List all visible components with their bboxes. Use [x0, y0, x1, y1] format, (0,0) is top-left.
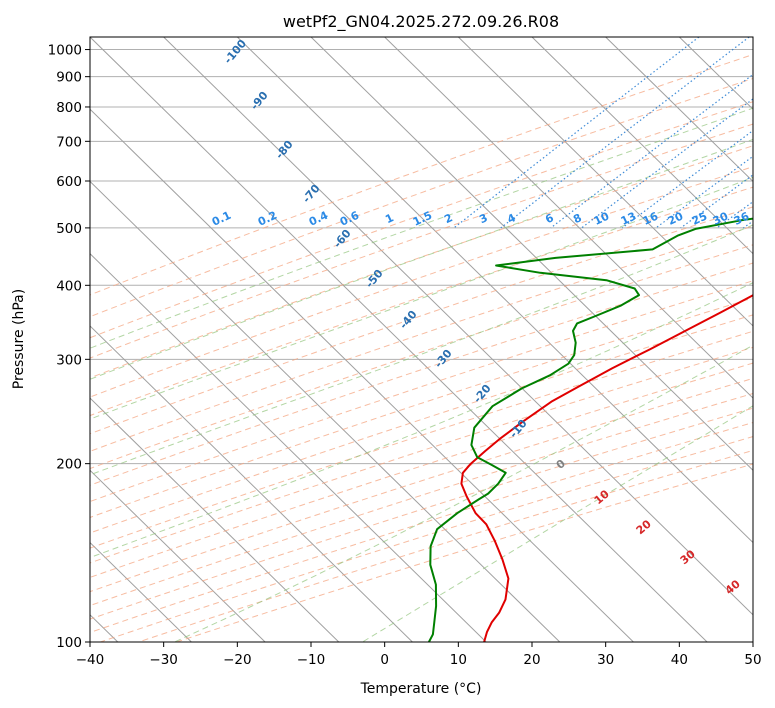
plot-area: -100-90-80-70-60-50-40-30-20-100.1 0.2 0.4… — [90, 37, 753, 642]
isotherm-line — [236, 37, 753, 544]
x-axis-ticks: −40 −30 −20 −10 0 10 20 30 40 50 — [76, 642, 762, 668]
isotherm-line — [90, 180, 561, 642]
dry-adiabat-line — [90, 244, 753, 470]
mixing-ratio-label: 20 — [666, 209, 686, 227]
moist-adiabat-line — [90, 138, 753, 380]
skewed-isotherms — [90, 37, 753, 642]
mixing-ratio-label: 10 — [592, 209, 612, 227]
profile-series — [428, 217, 753, 642]
isotherm-line — [90, 252, 487, 642]
x-tick-label: 20 — [523, 652, 540, 668]
isotherm-line — [531, 37, 753, 255]
y-tick-label: 500 — [56, 221, 82, 237]
isotherm-line — [605, 37, 753, 183]
y-tick-label: 700 — [56, 134, 82, 150]
mixing-ratio-line — [621, 129, 753, 229]
isotherm-line — [90, 397, 340, 642]
y-tick-label: 100 — [56, 635, 82, 651]
y-tick-label: 900 — [56, 70, 82, 86]
y-tick-label: 600 — [56, 174, 82, 190]
y-axis-label: Pressure (hPa) — [11, 289, 27, 389]
dry-adiabat-line — [90, 186, 753, 417]
isotherm-line — [384, 37, 753, 399]
moist-adiabat-line — [90, 107, 753, 349]
x-tick-label: 10 — [450, 652, 467, 668]
moist-adiabat-line — [90, 176, 753, 420]
dry-adiabat-line — [90, 330, 753, 549]
mixing-ratio-line — [550, 73, 753, 229]
isotherm-line — [90, 469, 266, 642]
dry-adiabat-line — [90, 77, 753, 318]
y-tick-label: 200 — [56, 457, 82, 473]
x-tick-label: −40 — [76, 652, 105, 668]
dry-adiabat-line — [90, 225, 753, 452]
dry-adiabat-line — [90, 377, 753, 593]
x-tick-label: 40 — [671, 652, 688, 668]
mixing-ratio-lines — [453, 37, 753, 229]
plot-frame — [89, 36, 754, 643]
moist-adiabat-line — [174, 344, 753, 642]
dry-adiabats — [90, 54, 753, 642]
y-tick-label: 1000 — [48, 43, 82, 59]
mixing-ratio-label: 25 — [690, 210, 709, 228]
x-tick-label: −30 — [149, 652, 178, 668]
dry-adiabat-line — [90, 297, 753, 518]
dry-adiabat-line — [90, 362, 753, 578]
temperature-profile-line — [460, 294, 753, 642]
x-tick-label: −20 — [223, 652, 252, 668]
mixing-ratio-label: 16 — [641, 209, 661, 227]
y-axis-ticks: 100 200 300 400 500 600 700 800 900 1000 — [48, 43, 90, 651]
isotherm-line — [90, 108, 634, 642]
x-axis-label: Temperature (°C) — [360, 681, 482, 697]
mixing-ratio-line — [453, 37, 700, 229]
mixing-ratio-line — [500, 37, 750, 229]
y-tick-label: 800 — [56, 100, 82, 116]
pressure-gridlines — [90, 49, 753, 642]
dewpoint-profile-line — [428, 217, 753, 642]
isotherm-line — [90, 325, 413, 642]
y-tick-label: 400 — [56, 278, 82, 294]
mixing-ratio-label: 36 — [732, 209, 752, 227]
mixing-ratio-label: 30 — [711, 209, 731, 227]
mixing-ratio-label: 13 — [619, 210, 638, 228]
x-tick-label: 50 — [744, 652, 761, 668]
x-tick-label: 0 — [380, 652, 389, 668]
x-tick-label: 30 — [597, 652, 614, 668]
isotherm-line — [90, 37, 708, 642]
dry-adiabat-line — [90, 123, 753, 359]
isotherm-line — [457, 37, 753, 327]
chart-title: wetPf2_GN04.2025.272.09.26.R08 — [283, 12, 559, 32]
y-tick-label: 300 — [56, 352, 82, 368]
dry-adiabat-line — [90, 280, 753, 503]
isotherm-line — [163, 37, 753, 616]
dry-adiabat-line — [90, 54, 753, 296]
moist-adiabats — [90, 107, 753, 642]
dry-adiabat-line — [90, 101, 753, 339]
x-tick-label: −10 — [297, 652, 326, 668]
moist-adiabat-line — [90, 282, 753, 559]
